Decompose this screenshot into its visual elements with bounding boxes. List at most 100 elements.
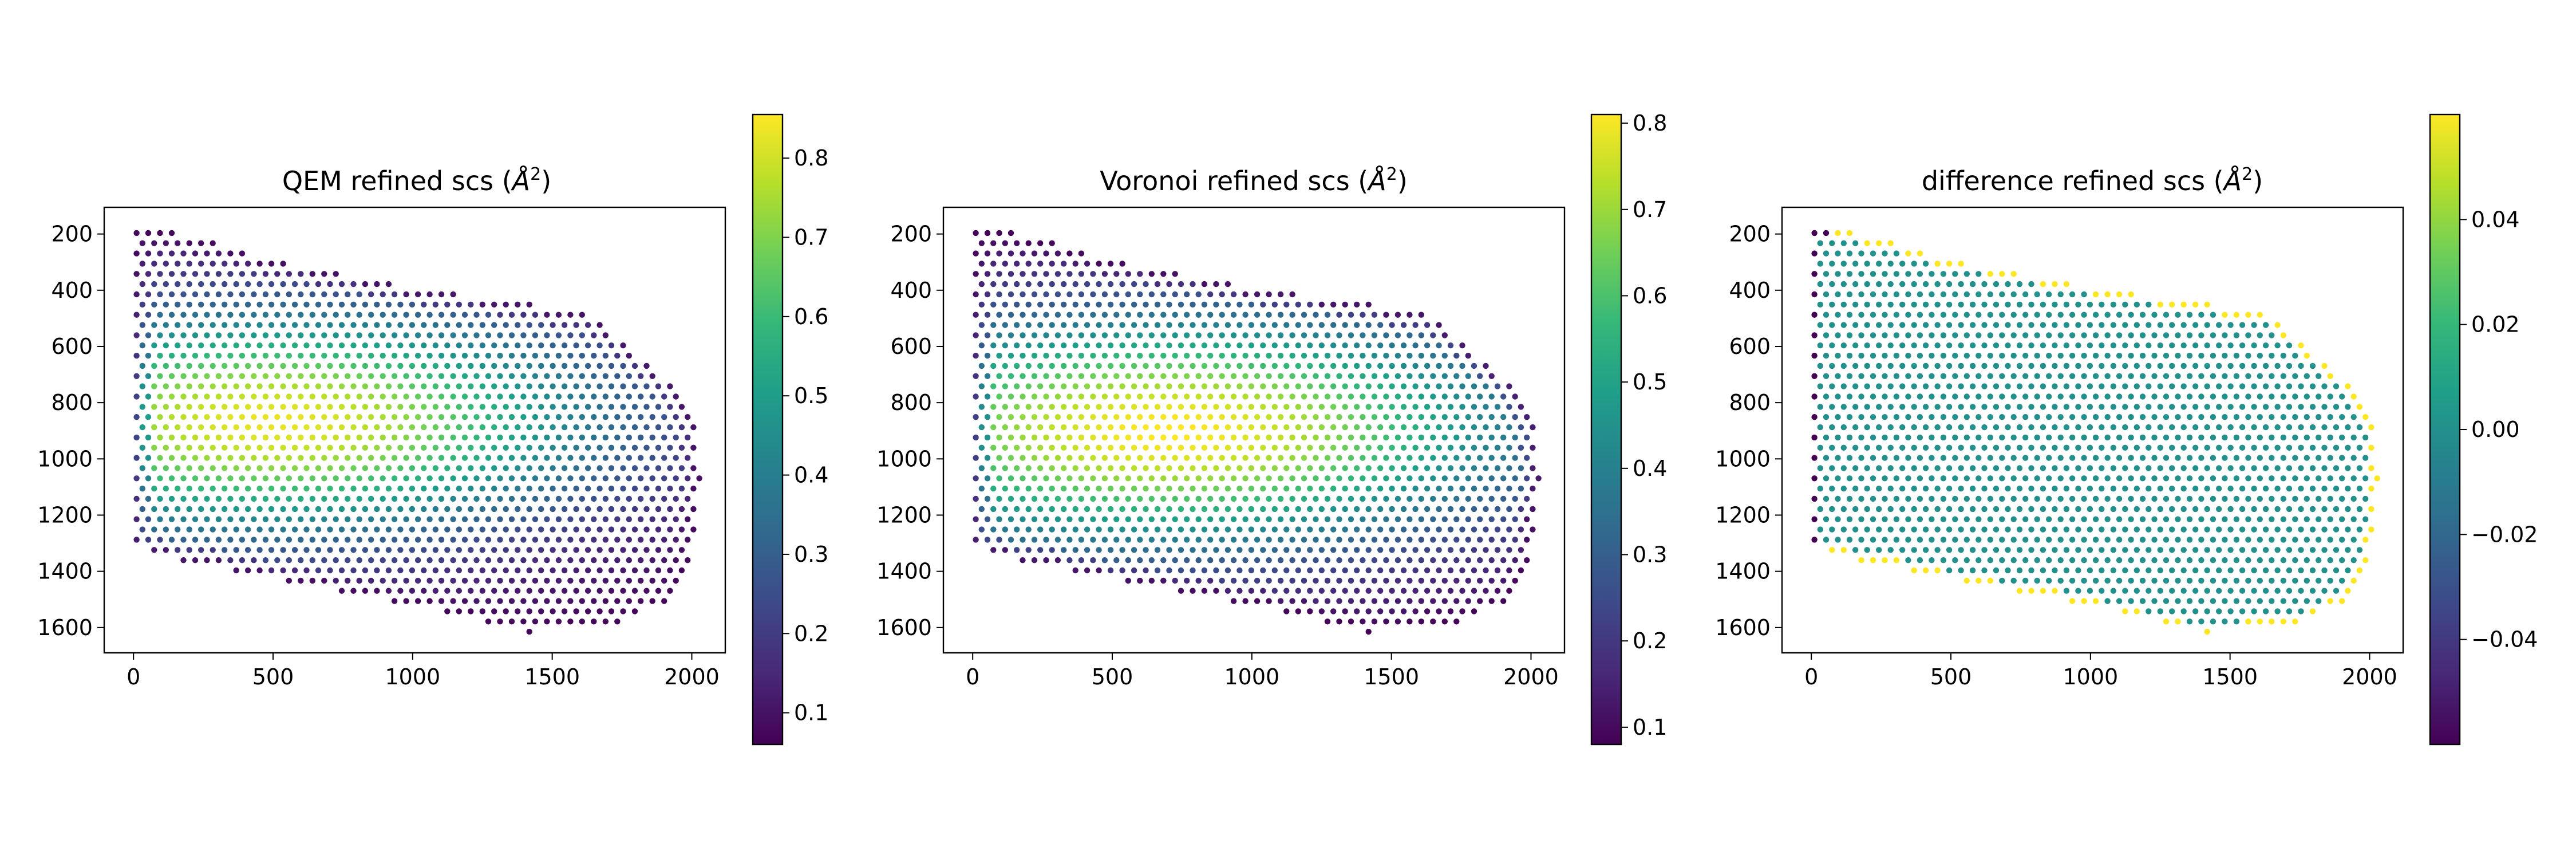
scatter-point bbox=[1946, 465, 1953, 471]
scatter-point bbox=[256, 404, 263, 410]
scatter-point bbox=[990, 465, 997, 471]
scatter-point bbox=[2005, 362, 2011, 369]
scatter-point bbox=[526, 486, 532, 492]
scatter-point bbox=[2198, 352, 2204, 359]
scatter-point bbox=[315, 424, 322, 431]
scatter-point bbox=[1260, 526, 1266, 533]
scatter-point bbox=[561, 547, 568, 553]
scatter-point bbox=[1113, 414, 1120, 420]
scatter-point bbox=[2169, 424, 2175, 431]
scatter-point bbox=[227, 516, 234, 522]
scatter-point bbox=[1430, 577, 1436, 584]
scatter-point bbox=[1195, 475, 1202, 482]
scatter-point bbox=[1870, 414, 1876, 420]
chart-panel-1: QEM refined scs (Å2)0 500 1000 1500 20002004… bbox=[37, 113, 828, 746]
scatter-point bbox=[362, 506, 369, 513]
scatter-point bbox=[1172, 516, 1178, 522]
scatter-point bbox=[1406, 557, 1413, 564]
scatter-point bbox=[1929, 557, 1935, 564]
scatter-point bbox=[1870, 312, 1876, 318]
scatter-point bbox=[1430, 598, 1436, 604]
scatter-point bbox=[626, 373, 633, 379]
scatter-point bbox=[2092, 373, 2099, 379]
scatter-point bbox=[268, 506, 275, 513]
scatter-point bbox=[1852, 261, 1859, 267]
scatter-point bbox=[368, 495, 374, 502]
scatter-point bbox=[2104, 557, 2111, 564]
scatter-point bbox=[984, 250, 991, 257]
scatter-point bbox=[473, 537, 480, 543]
scatter-point bbox=[145, 475, 152, 482]
scatter-point bbox=[2333, 588, 2340, 594]
scatter-point bbox=[491, 486, 497, 492]
scatter-point bbox=[2122, 588, 2128, 594]
scatter-point bbox=[2186, 577, 2193, 584]
scatter-point bbox=[1254, 495, 1261, 502]
scatter-point bbox=[1981, 301, 1988, 308]
y-tick-label: 800 bbox=[890, 390, 932, 415]
scatter-point bbox=[1131, 362, 1137, 369]
scatter-point bbox=[1958, 281, 1964, 287]
scatter-point bbox=[1014, 301, 1020, 308]
scatter-point bbox=[1911, 526, 1917, 533]
scatter-point bbox=[1301, 537, 1307, 543]
scatter-point bbox=[262, 516, 269, 522]
scatter-point bbox=[385, 526, 392, 533]
scatter-point bbox=[1295, 362, 1301, 369]
scatter-point bbox=[139, 342, 145, 349]
scatter-point bbox=[2186, 352, 2193, 359]
scatter-point bbox=[1213, 526, 1219, 533]
scatter-point bbox=[567, 455, 574, 461]
scatter-point bbox=[426, 332, 433, 338]
scatter-point bbox=[2110, 444, 2116, 451]
scatter-point bbox=[403, 598, 409, 604]
scatter-point bbox=[473, 373, 480, 379]
scatter-point bbox=[456, 506, 462, 513]
scatter-point bbox=[186, 444, 192, 451]
scatter-point bbox=[667, 424, 673, 431]
scatter-point bbox=[374, 424, 380, 431]
scatter-point bbox=[1365, 465, 1372, 471]
scatter-point bbox=[503, 301, 509, 308]
scatter-point bbox=[573, 526, 579, 533]
scatter-point bbox=[2309, 588, 2316, 594]
scatter-point bbox=[303, 342, 310, 349]
scatter-point bbox=[1952, 332, 1958, 338]
scatter-point bbox=[315, 322, 322, 328]
scatter-point bbox=[303, 383, 310, 389]
scatter-point bbox=[362, 486, 369, 492]
scatter-point bbox=[1043, 271, 1049, 277]
scatter-point bbox=[567, 434, 574, 441]
scatter-point bbox=[1400, 547, 1407, 553]
scatter-point bbox=[2327, 434, 2333, 441]
scatter-point bbox=[2175, 495, 2181, 502]
scatter-point bbox=[2304, 434, 2310, 441]
scatter-point bbox=[186, 362, 192, 369]
scatter-point bbox=[1400, 506, 1407, 513]
scatter-point bbox=[2046, 373, 2052, 379]
scatter-point bbox=[685, 455, 691, 461]
scatter-point bbox=[1190, 506, 1196, 513]
scatter-point bbox=[1465, 373, 1471, 379]
scatter-point bbox=[1154, 301, 1161, 308]
scatter-point bbox=[204, 434, 210, 441]
scatter-point bbox=[1125, 373, 1132, 379]
scatter-point bbox=[485, 618, 492, 625]
scatter-point bbox=[2046, 475, 2052, 482]
scatter-point bbox=[1400, 362, 1407, 369]
chart-title-unit: Å bbox=[1366, 166, 1386, 196]
scatter-point bbox=[1929, 373, 1935, 379]
scatter-point bbox=[1929, 393, 1935, 400]
scatter-point bbox=[244, 261, 251, 267]
y-tick-label: 1400 bbox=[1715, 559, 1771, 584]
scatter-point bbox=[1377, 567, 1384, 574]
scatter-point bbox=[1260, 383, 1266, 389]
scatter-point bbox=[1236, 506, 1243, 513]
scatter-point bbox=[1178, 362, 1184, 369]
scatter-point bbox=[538, 342, 544, 349]
scatter-point bbox=[2286, 424, 2293, 431]
scatter-point bbox=[2016, 281, 2023, 287]
scatter-point bbox=[1277, 291, 1284, 298]
scatter-point bbox=[1061, 322, 1067, 328]
scatter-point bbox=[1283, 588, 1290, 594]
